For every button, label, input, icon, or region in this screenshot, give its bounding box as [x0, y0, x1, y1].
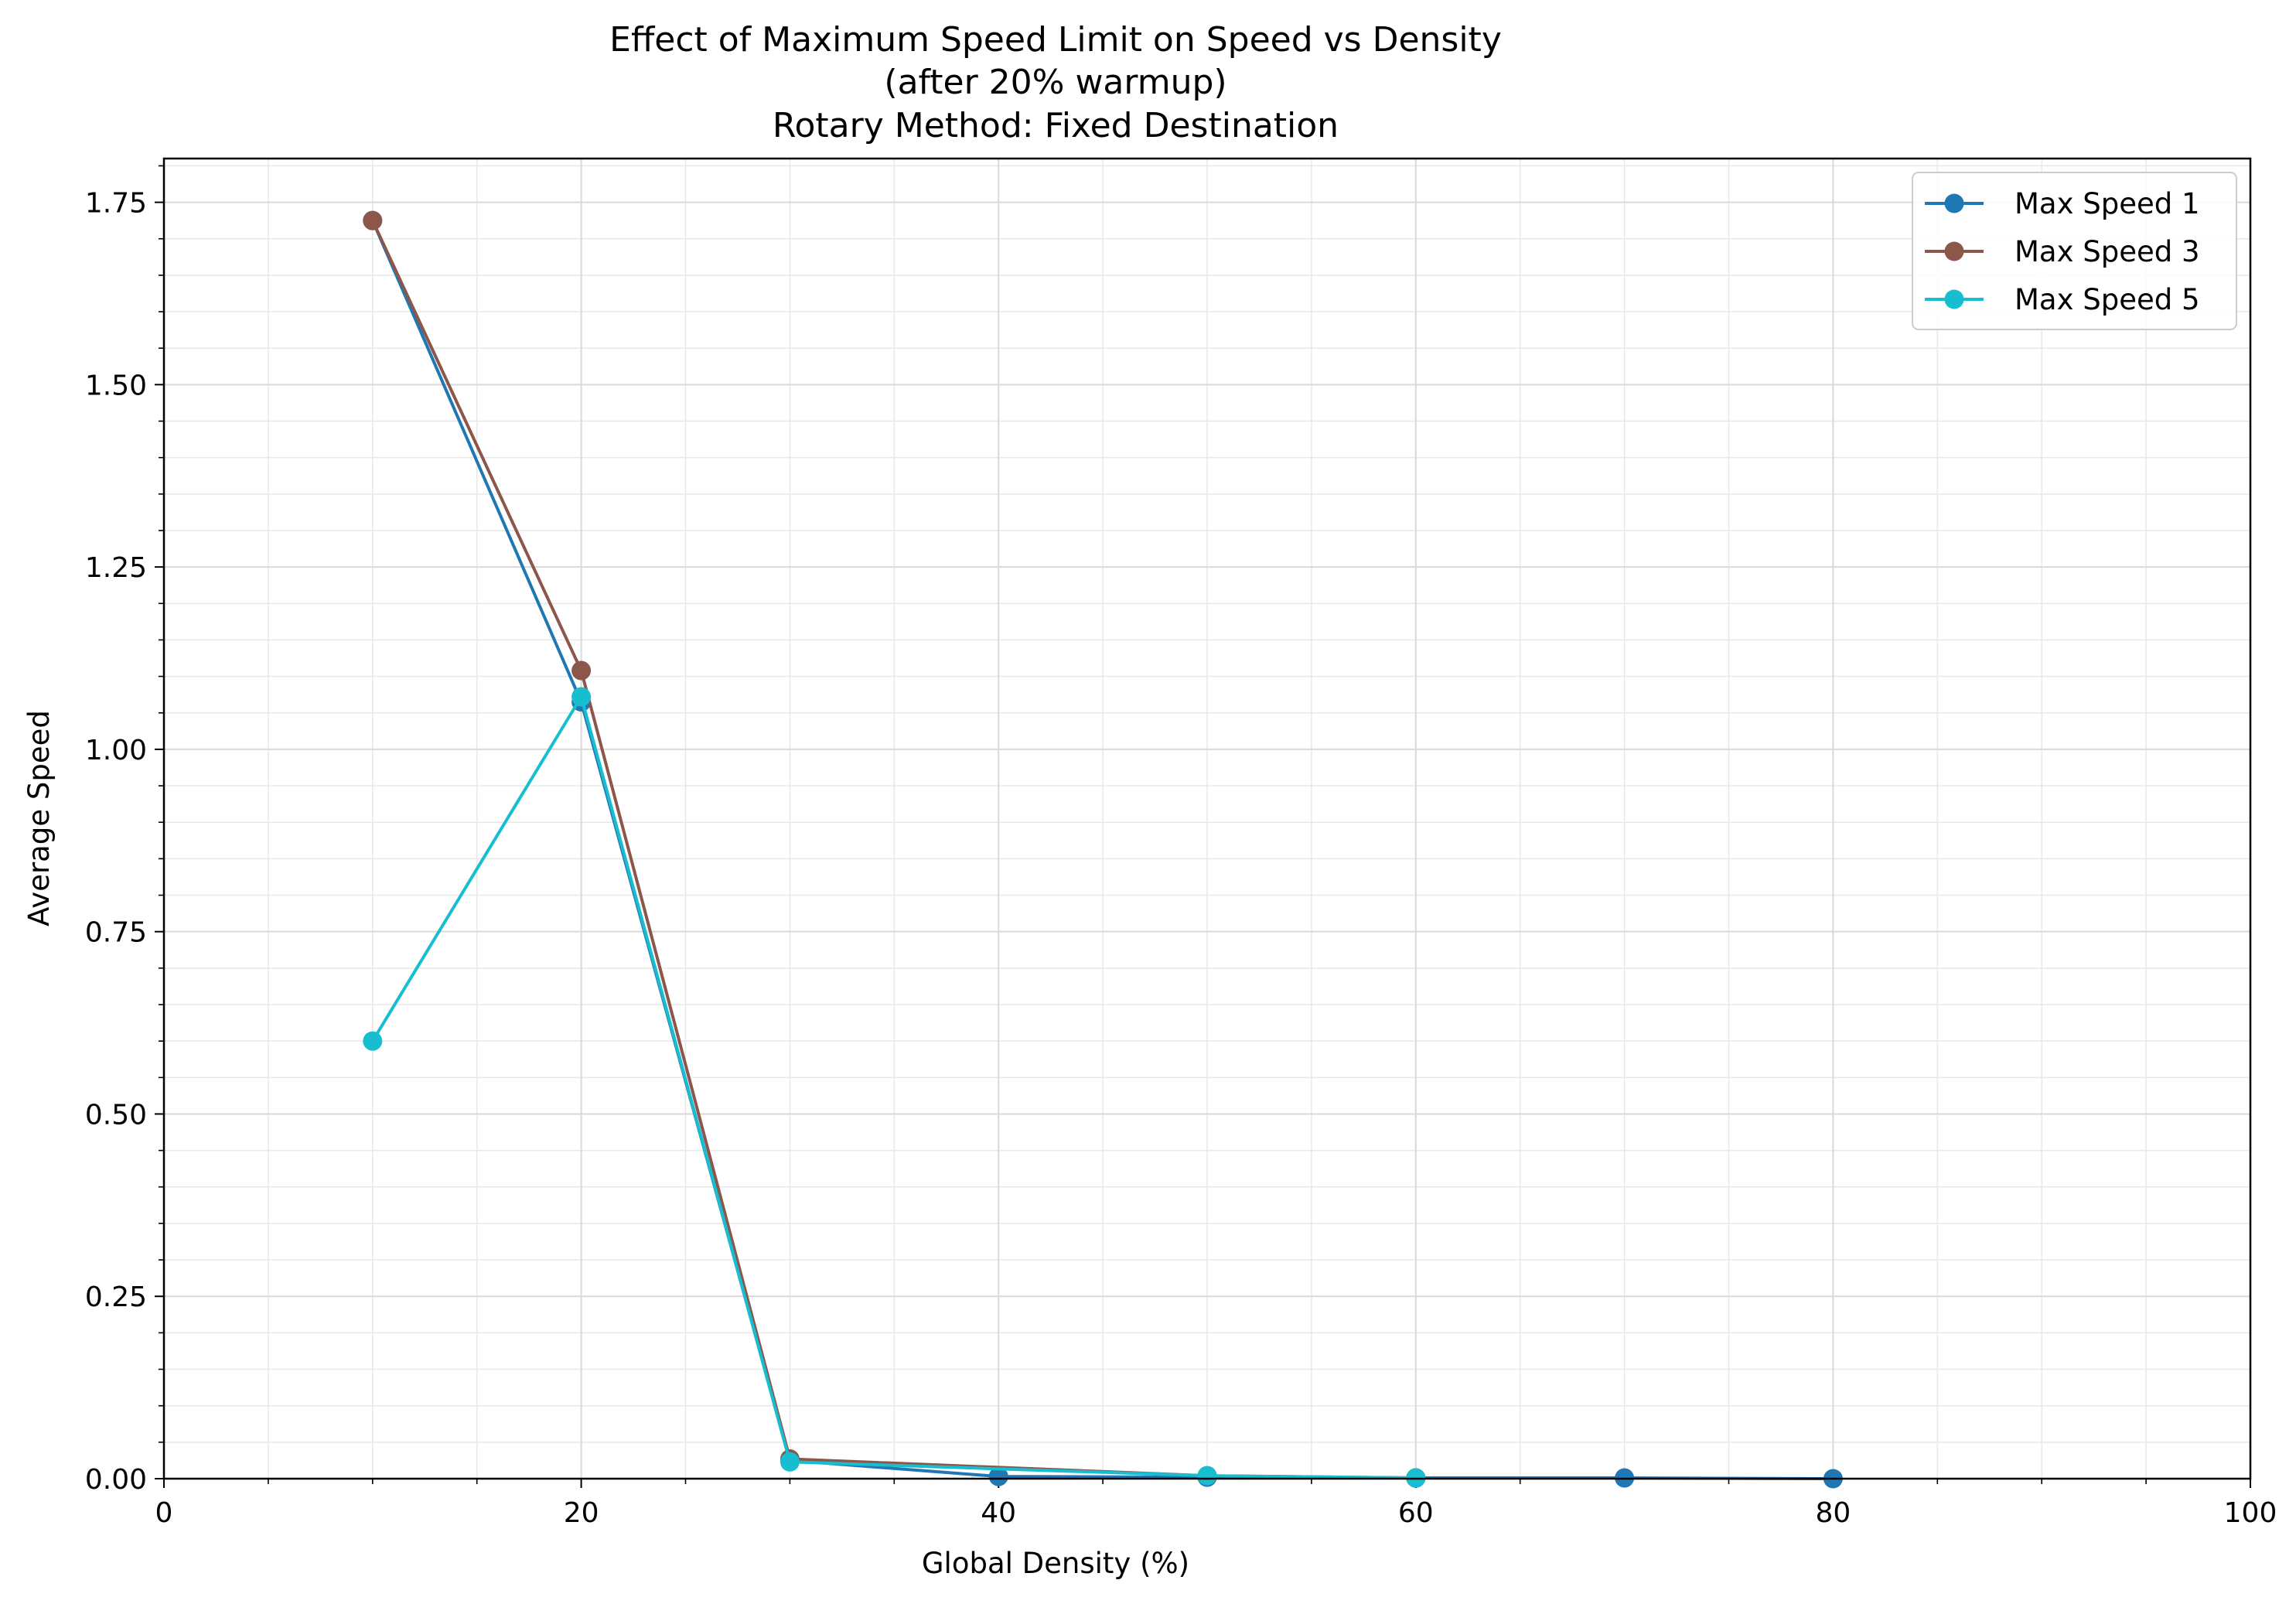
y-tick-label: 1.50: [85, 370, 147, 401]
series-lines: [363, 210, 1843, 1489]
legend-label: Max Speed 1: [2015, 187, 2200, 220]
data-point: [571, 687, 592, 707]
y-tick-label: 1.25: [85, 552, 147, 584]
y-tick-label: 0.00: [85, 1464, 147, 1496]
data-point: [571, 660, 592, 681]
data-point: [363, 210, 383, 230]
chart-title-line-2: (after 20% warmup): [884, 63, 1226, 102]
legend-entry: Max Speed 3: [1925, 235, 2200, 268]
y-tick-label: 1.00: [85, 735, 147, 766]
chart-title-line-1: Effect of Maximum Speed Limit on Speed v…: [609, 20, 1502, 60]
chart-title: Effect of Maximum Speed Limit on Speed v…: [609, 20, 1502, 145]
legend: Max Speed 1 Max Speed 3 Max Speed 5: [1912, 172, 2237, 330]
legend-entry: Max Speed 1: [1925, 187, 2200, 220]
x-tick-label: 80: [1815, 1497, 1851, 1529]
legend-entry: Max Speed 5: [1925, 283, 2200, 316]
plot-border: [162, 157, 2252, 1480]
y-tick-label: 0.25: [85, 1281, 147, 1313]
x-tick-label: 100: [2224, 1497, 2277, 1529]
y-tick-label: 1.75: [85, 188, 147, 220]
legend-label: Max Speed 3: [2015, 235, 2200, 268]
x-tick-label: 60: [1398, 1497, 1434, 1529]
chart-title-line-3: Rotary Method: Fixed Destination: [773, 106, 1339, 145]
axes: 0 20 40 60 80 100 0.00 0.25 0.50 0.75 1.00 1.25 1.50…: [85, 165, 2277, 1529]
legend-marker: [1944, 193, 1964, 213]
plot-frame: [162, 157, 2252, 1480]
data-point: [363, 1031, 383, 1051]
x-tick-label: 0: [155, 1497, 173, 1529]
series-3: [363, 687, 1426, 1488]
y-tick-label: 0.75: [85, 917, 147, 949]
x-tick-label: 20: [564, 1497, 599, 1529]
legend-marker: [1944, 241, 1964, 261]
legend-marker: [1944, 289, 1964, 309]
legend-box: [1912, 172, 2237, 330]
y-tick-label: 0.50: [85, 1099, 147, 1131]
x-axis-label: Global Density (%): [922, 1547, 1189, 1580]
data-point: [1197, 1466, 1217, 1486]
data-point: [780, 1452, 800, 1472]
grid: [163, 159, 2251, 1479]
legend-label: Max Speed 5: [2015, 283, 2200, 316]
y-axis-label: Average Speed: [22, 710, 56, 926]
x-tick-label: 40: [981, 1497, 1016, 1529]
data-point: [988, 1466, 1008, 1486]
